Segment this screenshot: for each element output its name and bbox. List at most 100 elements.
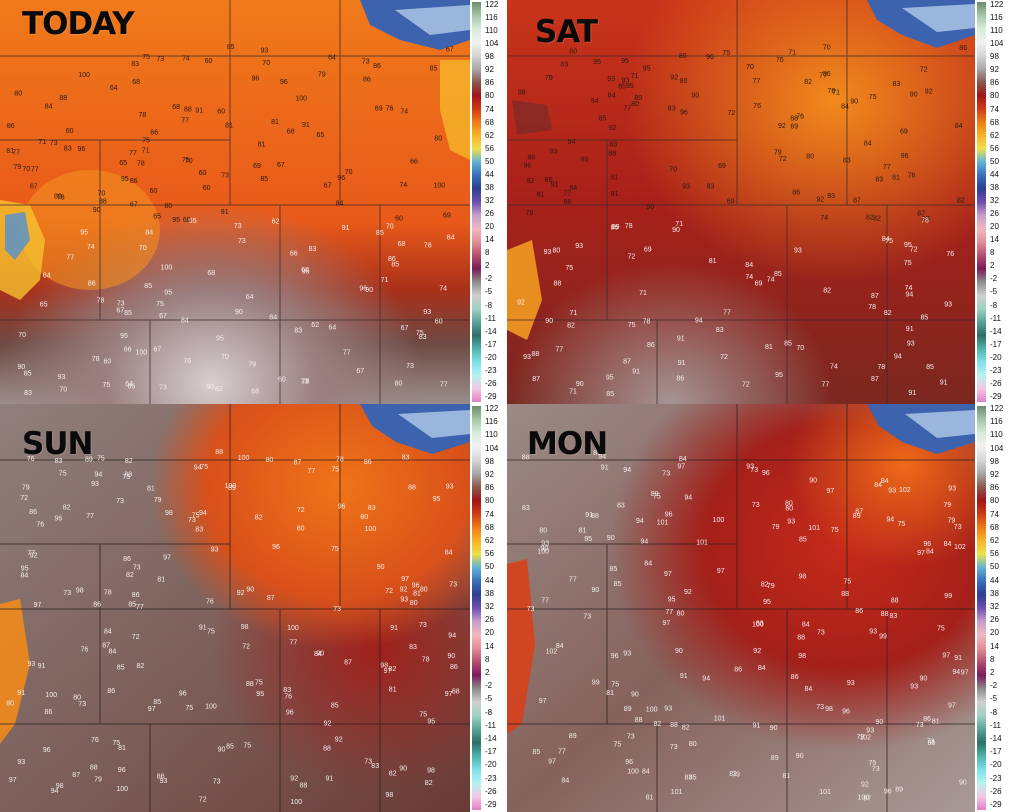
station-temp-label: 60 [205,58,213,65]
station-temp-label: 78 [137,161,145,168]
station-temp-label: 94 [448,632,456,639]
station-temp-label: 86 [959,45,967,52]
station-temp-label: 69 [253,163,261,170]
station-temp-label: 78 [92,356,100,363]
colorbar-tick-label: -23 [990,365,1002,375]
station-temp-label: 97 [384,668,392,675]
station-temp-label: 95 [668,597,676,604]
station-temp-label: 68 [398,241,406,248]
colorbar-tick-label: 62 [485,130,494,140]
colorbar-tick-label: -17 [485,747,497,757]
station-temp-label: 84 [955,123,963,130]
station-temp-label: 85 [689,775,697,782]
station-temp-label: 84 [758,665,766,672]
station-temp-label: 76 [206,599,214,606]
station-temp-label: 85 [124,310,132,317]
station-temp-label: 76 [776,57,784,64]
colorbar-tick-label: -20 [990,352,1002,362]
station-temp-label: 78 [921,218,929,225]
colorbar-tick-label: 50 [990,562,999,572]
temperature-map-sun: 8692731009676788583839577947790919276819… [0,404,470,812]
station-temp-label: 85 [153,699,161,706]
station-temp-label: 71 [38,139,46,146]
station-temp-label: 72 [297,507,305,514]
station-temp-label: 88 [635,717,643,724]
station-temp-label: 76 [36,522,44,529]
colorbar-tick-label: 86 [990,78,999,88]
station-temp-label: 96 [901,153,909,160]
station-temp-label: 96 [280,79,288,86]
station-temp-label: 85 [799,536,807,543]
station-temp-label: 75 [255,680,263,687]
station-temp-label: 74 [182,56,190,63]
station-temp-label: 79 [94,777,102,784]
station-temp-label: 98 [799,574,807,581]
colorbar-tick-label: -8 [990,300,998,310]
station-temp-label: 91 [551,182,559,189]
station-temp-label: 67 [159,313,167,320]
colorbar-sun: 122 116 110 104 98 92 86 80 74 68 62 56 50 44 38 32 26 20… [470,404,507,812]
station-temp-label: 77 [136,604,144,611]
station-temp-label: 93 [866,727,874,734]
station-temp-label: 82 [873,216,881,223]
station-temp-label: 73 [954,524,962,531]
station-temp-label: 78 [422,657,430,664]
colorbar-tick-label: 74 [485,104,494,114]
station-temp-label: 91 [940,380,948,387]
station-temp-label: 84 [336,200,344,207]
station-temp-label: 94 [702,676,710,683]
station-temp-label: 89 [624,706,632,713]
colorbar-tick-label: -20 [990,760,1002,770]
station-temp-label: 93 [261,48,269,55]
station-temp-label: 86 [923,716,931,723]
colorbar-strip [472,2,481,402]
station-temp-label: 81 [157,577,165,584]
station-temp-label: 100 [287,625,299,632]
station-temp-label: 95 [256,691,264,698]
station-temp-label: 84 [802,621,810,628]
station-temp-label: 78 [878,364,886,371]
station-temp-label: 77 [623,105,631,112]
station-temp-label: 81 [765,344,773,351]
station-temp-label: 82 [215,386,223,393]
station-temp-label: 86 [107,688,115,695]
station-temp-label: 81 [413,590,421,597]
station-temp-label: 96 [272,544,280,551]
station-temp-label: 67 [446,47,454,54]
station-temp-label: 90 [18,364,26,371]
station-temp-label: 69 [900,128,908,135]
station-temp-label: 93 [400,597,408,604]
station-temp-label: 77 [819,72,827,79]
station-temp-label: 97 [9,777,17,784]
station-temp-label: 96 [680,109,688,116]
station-temp-label: 100 [116,786,128,793]
station-temp-label: 73 [301,379,309,386]
colorbar-tick-label: 86 [485,483,494,493]
station-temp-label: 91 [753,722,761,729]
colorbar-tick-label: 98 [485,456,494,466]
station-temp-label: 73 [50,140,58,147]
station-temp-label: 96 [842,709,850,716]
station-temp-label: 69 [727,199,735,206]
station-temp-label: 97 [961,670,969,677]
station-temp-label: 73 [234,223,242,230]
station-temp-label: 66 [290,251,298,258]
colorbar-tick-label: 38 [990,588,999,598]
colorbar-tick-label: 2 [485,261,490,271]
colorbar-tick-label: -5 [990,287,998,297]
colorbar-tick-label: 74 [485,509,494,519]
station-temp-label: 78 [139,112,147,119]
station-temp-label: 60 [104,358,112,365]
station-temp-label: 91 [908,390,916,397]
station-temp-label: 71 [675,221,683,228]
station-temp-label: 96 [337,175,345,182]
station-temp-label: 94 [684,495,692,502]
station-temp-label: 95 [80,230,88,237]
station-temp-label: 77 [822,381,830,388]
station-temp-label: 70 [18,332,26,339]
station-temp-label: 90 [592,587,600,594]
colorbar-tick-label: 98 [990,456,999,466]
station-temp-label: 75 [653,494,661,501]
station-temp-label: 88 [59,95,67,102]
station-temp-label: 97 [664,571,672,578]
